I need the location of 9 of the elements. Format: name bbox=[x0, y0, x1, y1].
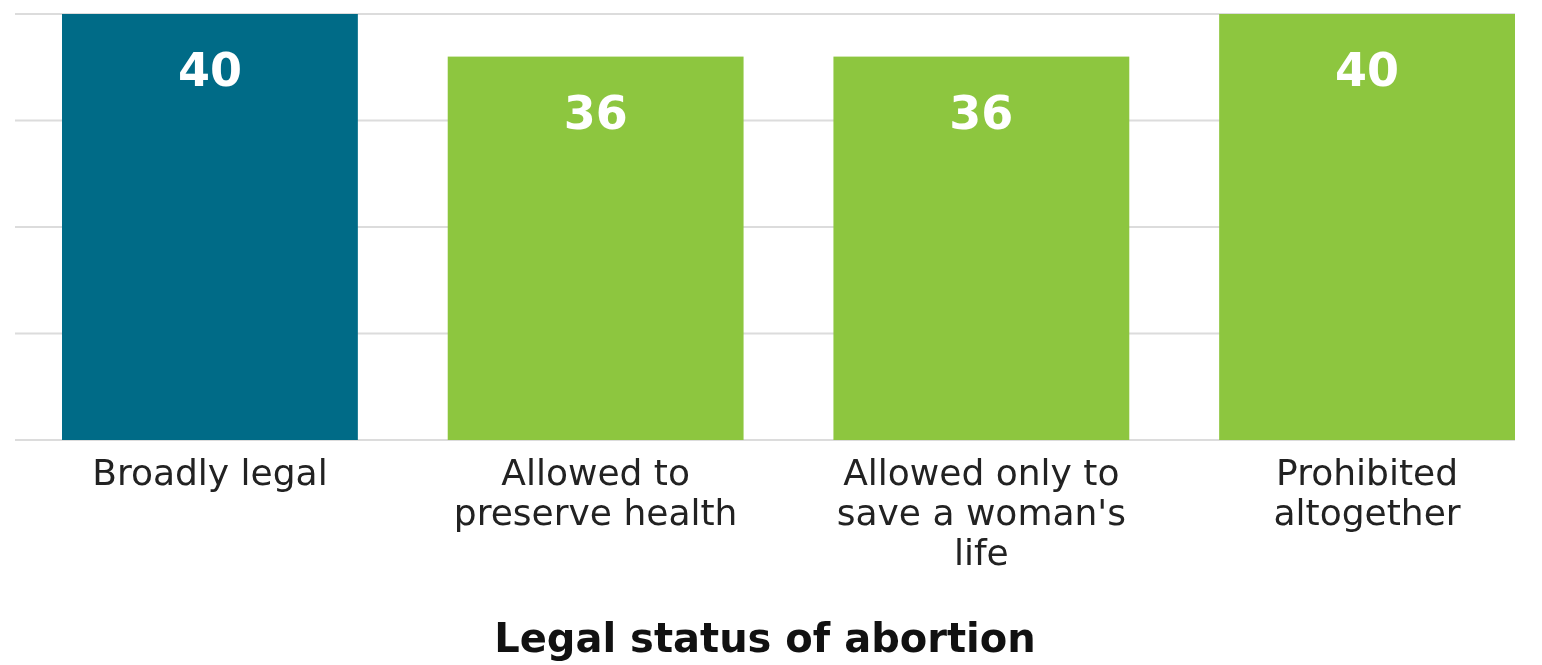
x-tick-label: Allowed to preserve health bbox=[453, 452, 738, 533]
x-tick-label: Allowed only to save a woman's life bbox=[836, 452, 1127, 573]
data-label: 40 bbox=[1335, 43, 1400, 97]
x-axis-title: Legal status of abortion bbox=[494, 615, 1036, 661]
x-tick-label: Broadly legal bbox=[92, 452, 328, 493]
data-label: 36 bbox=[563, 85, 628, 140]
data-label: 36 bbox=[949, 85, 1014, 140]
data-label: 40 bbox=[177, 43, 242, 97]
x-tick-label: Prohibited altogether bbox=[1273, 452, 1461, 533]
